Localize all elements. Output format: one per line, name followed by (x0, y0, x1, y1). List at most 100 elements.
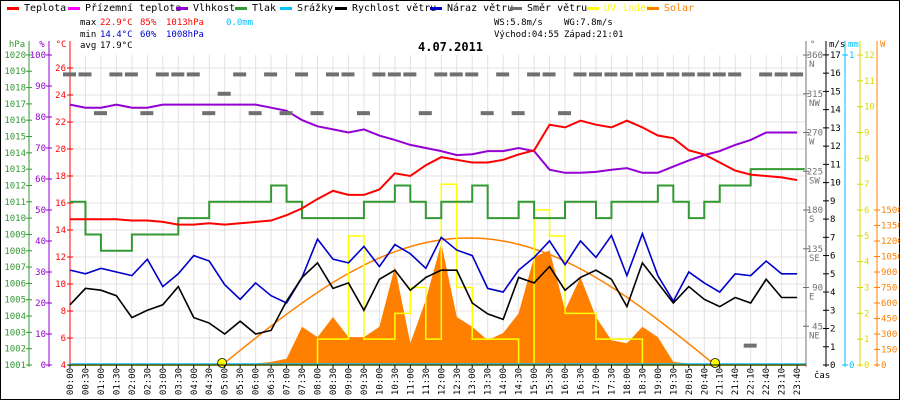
wind-direction-mark (233, 72, 247, 77)
wind-direction-mark (418, 111, 432, 116)
solar-theoretical-line (221, 237, 716, 366)
uv-tick-label: 2 (864, 309, 869, 319)
solar-tick-label: 450 (881, 315, 897, 325)
x-tick-label: 17:30 (607, 368, 617, 395)
wind-direction-mark (573, 72, 587, 77)
wind-direction-mark (93, 111, 107, 116)
uv-tick-label: 12 (864, 51, 875, 61)
stat-max-temp: 22.9°C (100, 18, 133, 28)
uv-tick-label: 4 (864, 258, 869, 268)
uv-tick-label: 11 (864, 77, 875, 87)
legend-label: Náraz větru (447, 3, 514, 14)
x-tick-label: 16:30 (577, 368, 587, 395)
legend-item: Srážky (280, 3, 333, 14)
pressure-tick-label: 1015 (4, 133, 26, 143)
x-tick-label: 23:10 (778, 368, 788, 395)
x-tick-label: 03:30 (174, 368, 184, 395)
legend-item: Přízemní teplota (68, 3, 181, 14)
pressure-tick-label: 1011 (4, 198, 26, 208)
solar-tick-label: 300 (881, 330, 897, 340)
wind-direction-mark (295, 72, 309, 77)
temperature-tick-label: 22 (55, 118, 66, 128)
x-tick-label: 14:30 (515, 368, 525, 395)
wind-tick-label: 15 (830, 87, 841, 97)
pressure-tick-label: 1001 (4, 361, 26, 371)
x-tick-label: 21:10 (716, 368, 726, 395)
uv-tick-label: 8 (864, 154, 869, 164)
x-tick-label: 05:30 (236, 368, 246, 395)
stat-min-temp: 14.4°C (100, 30, 133, 40)
humidity-tick-label: 50 (35, 206, 46, 216)
x-tick-label: 14:00 (499, 368, 509, 395)
x-tick-label: 04:30 (205, 368, 215, 395)
x-tick-label: 12:00 (437, 368, 447, 395)
solar-tick-label: 750 (881, 284, 897, 294)
solar-axis-unit: W (880, 40, 886, 50)
temperature-tick-label: 16 (55, 199, 66, 209)
wind-tick-label: 12 (830, 142, 841, 152)
wind-direction-mark (109, 72, 123, 77)
stat-sunset: Západ:21:01 (564, 30, 624, 40)
direction-tick-label: 45 (812, 322, 823, 332)
x-tick-label: 20:05 (685, 368, 695, 395)
wind-direction-mark (619, 72, 633, 77)
x-tick-label: 12:30 (453, 368, 463, 395)
temperature-tick-label: 26 (55, 64, 66, 74)
x-tick-label: 19:00 (654, 368, 664, 395)
humidity-tick-label: 100 (30, 51, 46, 61)
stat-avg-temp: 17.9°C (100, 41, 133, 51)
legend-label: UV index (604, 3, 653, 14)
wind-direction-mark (372, 72, 386, 77)
direction-name-label: E (809, 293, 814, 303)
wind-direction-mark (155, 72, 169, 77)
solar-tick-label: 1350 (881, 222, 900, 232)
wind-tick-label: 0 (830, 361, 835, 371)
wind-direction-mark (78, 72, 92, 77)
stat-max-humidity: 85% (140, 18, 157, 28)
wind-direction-mark (558, 111, 572, 116)
pressure-tick-label: 1014 (4, 149, 26, 159)
temperature-tick-label: 10 (55, 280, 66, 290)
uv-tick-label: 6 (864, 206, 869, 216)
stat-wind-speed: WS:5.8m/s (494, 18, 543, 28)
wind-direction-mark (712, 72, 726, 77)
wind-direction-mark (202, 111, 216, 116)
x-tick-label: 19:30 (669, 368, 679, 395)
uv-tick-label: 1 (864, 335, 869, 345)
wind-direction-mark (681, 72, 695, 77)
wind-direction-mark (790, 72, 804, 77)
wind-tick-label: 6 (830, 252, 835, 262)
legend-swatch (68, 7, 80, 10)
x-tick-label: 15:00 (530, 368, 540, 395)
x-tick-label: 18:00 (623, 368, 633, 395)
pressure-tick-label: 1016 (4, 116, 26, 126)
direction-tick-label: 180 (807, 206, 823, 216)
pressure-tick-label: 1006 (4, 279, 26, 289)
wind-direction-mark (697, 72, 711, 77)
wind-direction-mark (325, 72, 339, 77)
wind-direction-mark (588, 72, 602, 77)
stat-min-humidity: 60% (140, 30, 157, 40)
sunrise-marker (217, 358, 228, 368)
x-tick-label: 20:40 (700, 368, 710, 395)
wind-tick-label: 1 (830, 343, 835, 353)
wind-direction-mark (279, 111, 293, 116)
pressure-tick-label: 1007 (4, 263, 26, 273)
wind-direction-mark (403, 72, 417, 77)
stat-wind-gust: WG:7.8m/s (564, 18, 613, 28)
wind-direction-mark (542, 72, 556, 77)
legend-label: Srážky (297, 3, 334, 14)
legend-swatch (510, 7, 522, 10)
humidity-tick-label: 60 (35, 175, 46, 185)
x-tick-label: 13:00 (468, 368, 478, 395)
pressure-tick-label: 1002 (4, 345, 26, 355)
pressure-tick-label: 1018 (4, 84, 26, 94)
stat-sunrise: Východ:04:55 (494, 30, 560, 40)
direction-name-label: NW (809, 99, 820, 109)
direction-tick-label: 360 (807, 51, 823, 61)
humidity-tick-label: 70 (35, 144, 46, 154)
humidity-tick-label: 20 (35, 299, 46, 309)
direction-tick-label: 90 (812, 284, 823, 294)
wind-tick-label: 9 (830, 197, 835, 207)
stat-min-pressure: 1008hPa (166, 30, 204, 40)
